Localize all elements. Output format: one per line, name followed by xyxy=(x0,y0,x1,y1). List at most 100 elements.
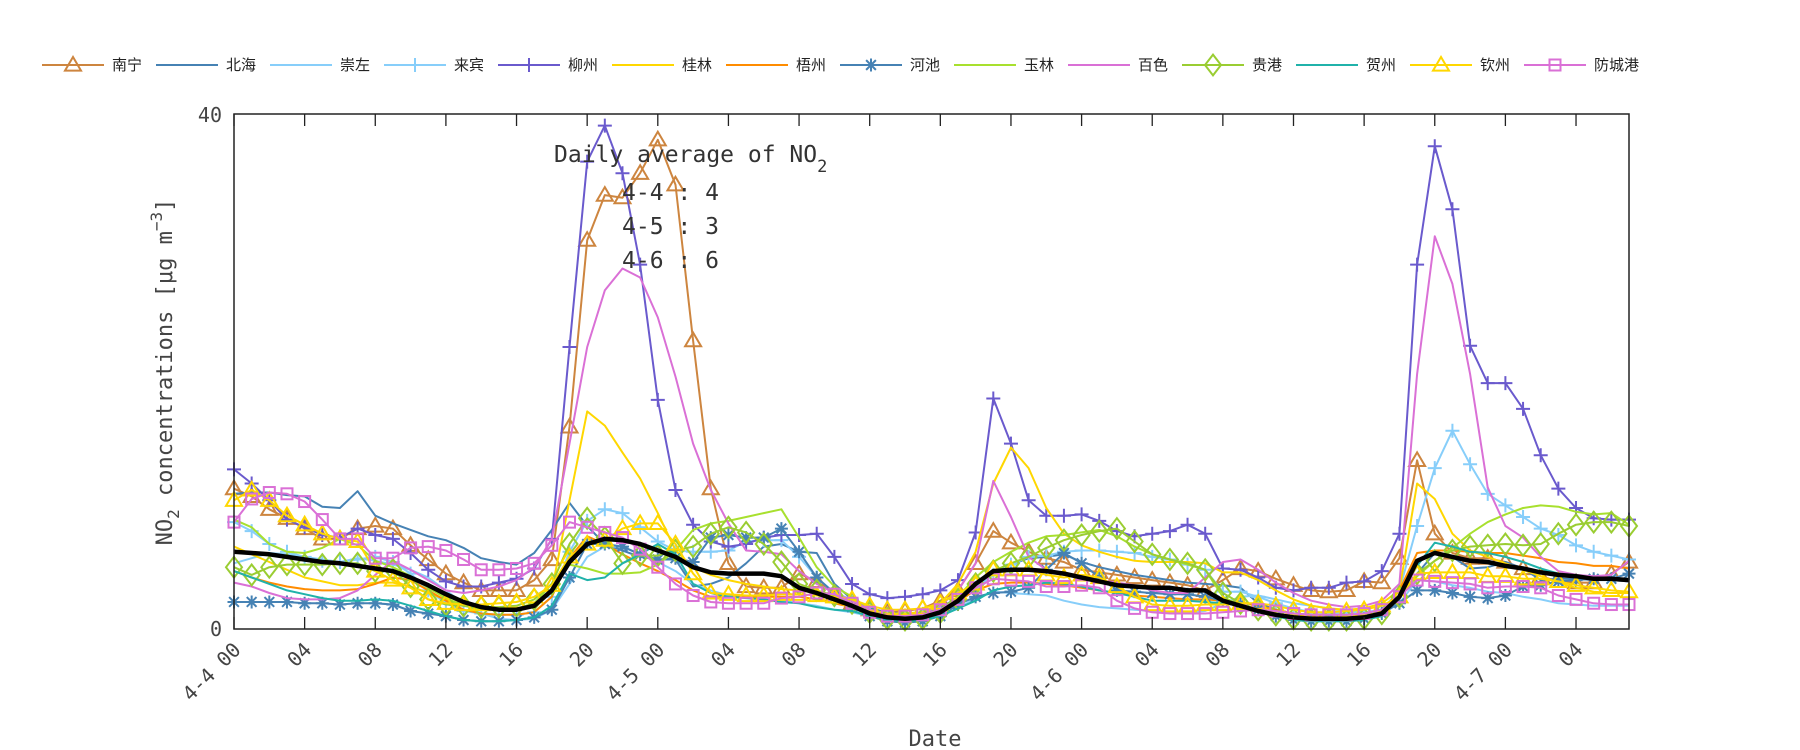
data-point xyxy=(421,607,435,621)
data-point xyxy=(1004,573,1018,587)
data-point xyxy=(789,563,809,581)
y-tick-label-0: 0 xyxy=(210,617,222,641)
data-point xyxy=(739,531,753,545)
data-point xyxy=(563,571,577,584)
x-tick-label: 08 xyxy=(777,638,811,672)
x-tick-label: 4-5 00 xyxy=(601,638,669,706)
legend-item-柳州: 柳州 xyxy=(498,56,598,74)
data-point xyxy=(1037,535,1056,560)
axis-ticks xyxy=(233,114,1577,629)
data-point xyxy=(1142,542,1162,567)
legend-item-贺州: 贺州 xyxy=(1296,56,1396,74)
data-point xyxy=(1551,589,1565,603)
x-tick-label: 04 xyxy=(282,638,316,672)
data-point xyxy=(471,594,491,612)
series-average xyxy=(233,536,1630,621)
data-point xyxy=(1569,592,1583,606)
data-point xyxy=(701,478,721,496)
legend-label: 柳州 xyxy=(568,56,598,74)
data-point xyxy=(1425,523,1445,541)
data-point xyxy=(1128,585,1142,599)
data-point xyxy=(683,563,703,581)
data-point xyxy=(1551,528,1566,543)
data-point xyxy=(280,487,294,501)
data-point xyxy=(1057,546,1071,560)
data-point xyxy=(1357,574,1372,589)
data-point xyxy=(969,590,983,604)
data-point xyxy=(1198,526,1213,541)
data-point xyxy=(492,563,506,577)
data-point xyxy=(739,596,753,610)
y-axis-label-end: ] xyxy=(153,199,178,212)
data-point xyxy=(1054,528,1074,553)
legend-item-梧州: 梧州 xyxy=(726,56,826,74)
data-point xyxy=(1177,595,1198,613)
legend-label: 崇左 xyxy=(340,56,370,74)
data-point xyxy=(474,563,488,577)
data-point xyxy=(736,520,756,545)
data-point xyxy=(1496,531,1515,557)
data-point xyxy=(1128,601,1142,615)
data-point xyxy=(421,540,435,554)
data-point xyxy=(1549,521,1568,546)
annotation-title-sub: 2 xyxy=(817,157,827,177)
data-point xyxy=(736,585,756,603)
data-point xyxy=(245,595,259,609)
data-point xyxy=(333,532,347,546)
data-point xyxy=(845,576,860,591)
data-point xyxy=(721,539,736,554)
x-tick-label: 16 xyxy=(494,638,528,672)
data-point xyxy=(386,551,400,565)
data-point xyxy=(1110,594,1124,608)
data-point xyxy=(1178,551,1197,576)
data-point xyxy=(1163,607,1177,621)
data-point xyxy=(1601,580,1622,597)
data-point xyxy=(1057,580,1071,594)
data-point xyxy=(1551,481,1566,496)
data-point xyxy=(418,589,438,606)
legend-marker xyxy=(408,58,422,72)
legend-label: 北海 xyxy=(226,56,256,74)
data-point xyxy=(704,595,718,609)
data-point xyxy=(810,571,824,584)
data-point xyxy=(1463,577,1477,591)
data-point xyxy=(1531,531,1550,557)
data-point xyxy=(1584,510,1603,535)
x-tick-label: 4-4 00 xyxy=(177,638,245,706)
legend-marker xyxy=(864,58,878,72)
data-point xyxy=(1443,538,1462,563)
legend-label: 贵港 xyxy=(1252,56,1282,74)
data-point xyxy=(718,553,739,570)
x-tick-labels: 4-4 00 04 08 12 16 20 4-5 00 04 08 12 16 20 4-6 00 04… xyxy=(177,638,1587,706)
data-point xyxy=(668,482,683,497)
data-point xyxy=(457,552,471,566)
data-point xyxy=(1445,586,1459,600)
data-point xyxy=(1604,548,1619,563)
data-point xyxy=(668,577,682,591)
series-line xyxy=(233,536,1630,621)
data-point xyxy=(524,586,544,604)
data-point xyxy=(438,574,453,589)
data-point xyxy=(259,499,280,516)
data-point xyxy=(580,520,594,534)
legend-item-南宁: 南宁 xyxy=(42,55,142,74)
series-桂林 xyxy=(233,410,1629,615)
data-point xyxy=(757,531,771,545)
data-point xyxy=(774,522,788,536)
legend: 南宁 北海 崇左 来宾 柳州 桂林 梧州 河池 玉林 百色 贵港 贺州 钦州 防城港 xyxy=(42,52,1639,78)
data-point xyxy=(347,531,368,549)
data-point xyxy=(1463,590,1477,604)
x-tick-label: 20 xyxy=(1412,638,1446,672)
data-point xyxy=(368,551,382,565)
legend-label: 玉林 xyxy=(1024,56,1054,74)
annotation-title: Daily average of NO2 xyxy=(554,142,827,177)
data-point xyxy=(241,479,262,497)
data-point xyxy=(612,518,633,536)
legend-label: 贺州 xyxy=(1366,56,1396,74)
legend-label: 桂林 xyxy=(682,56,712,74)
data-point xyxy=(1072,522,1091,548)
data-point xyxy=(1516,401,1531,416)
y-axis-label-sub: 2 xyxy=(164,509,183,519)
data-point xyxy=(577,506,597,531)
